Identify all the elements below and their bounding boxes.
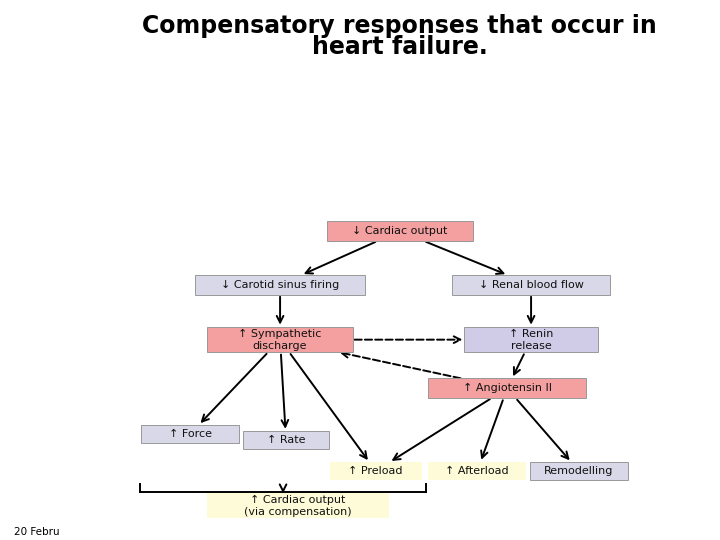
Text: ↓ Carotid sinus firing: ↓ Carotid sinus firing [221,280,339,289]
Text: Compensatory responses that occur in: Compensatory responses that occur in [143,14,657,37]
Text: ↑ Cardiac output
(via compensation): ↑ Cardiac output (via compensation) [244,495,352,517]
FancyBboxPatch shape [452,274,610,295]
FancyBboxPatch shape [207,327,353,353]
FancyBboxPatch shape [327,221,472,241]
Text: ↓ Cardiac output: ↓ Cardiac output [352,226,447,236]
Text: Remodelling: Remodelling [544,466,613,476]
Text: heart failure.: heart failure. [312,35,487,59]
Text: ↑ Sympathetic
discharge: ↑ Sympathetic discharge [238,329,322,350]
FancyBboxPatch shape [141,424,240,443]
Text: ↑ Renin
release: ↑ Renin release [509,329,553,350]
Text: 20 Febru: 20 Febru [14,527,60,537]
Text: ↑ Angiotensin II: ↑ Angiotensin II [463,383,552,393]
FancyBboxPatch shape [207,493,389,518]
Text: ↓ Renal blood flow: ↓ Renal blood flow [479,280,583,289]
Text: ↑ Afterload: ↑ Afterload [446,466,509,476]
Text: ↑ Force: ↑ Force [169,429,212,438]
FancyBboxPatch shape [428,378,586,399]
FancyBboxPatch shape [464,327,598,353]
Text: ↑ Rate: ↑ Rate [267,435,305,445]
FancyBboxPatch shape [243,431,329,449]
FancyBboxPatch shape [195,274,365,295]
FancyBboxPatch shape [330,462,422,480]
FancyBboxPatch shape [530,462,628,480]
Text: ↑ Preload: ↑ Preload [348,466,403,476]
FancyBboxPatch shape [428,462,526,480]
